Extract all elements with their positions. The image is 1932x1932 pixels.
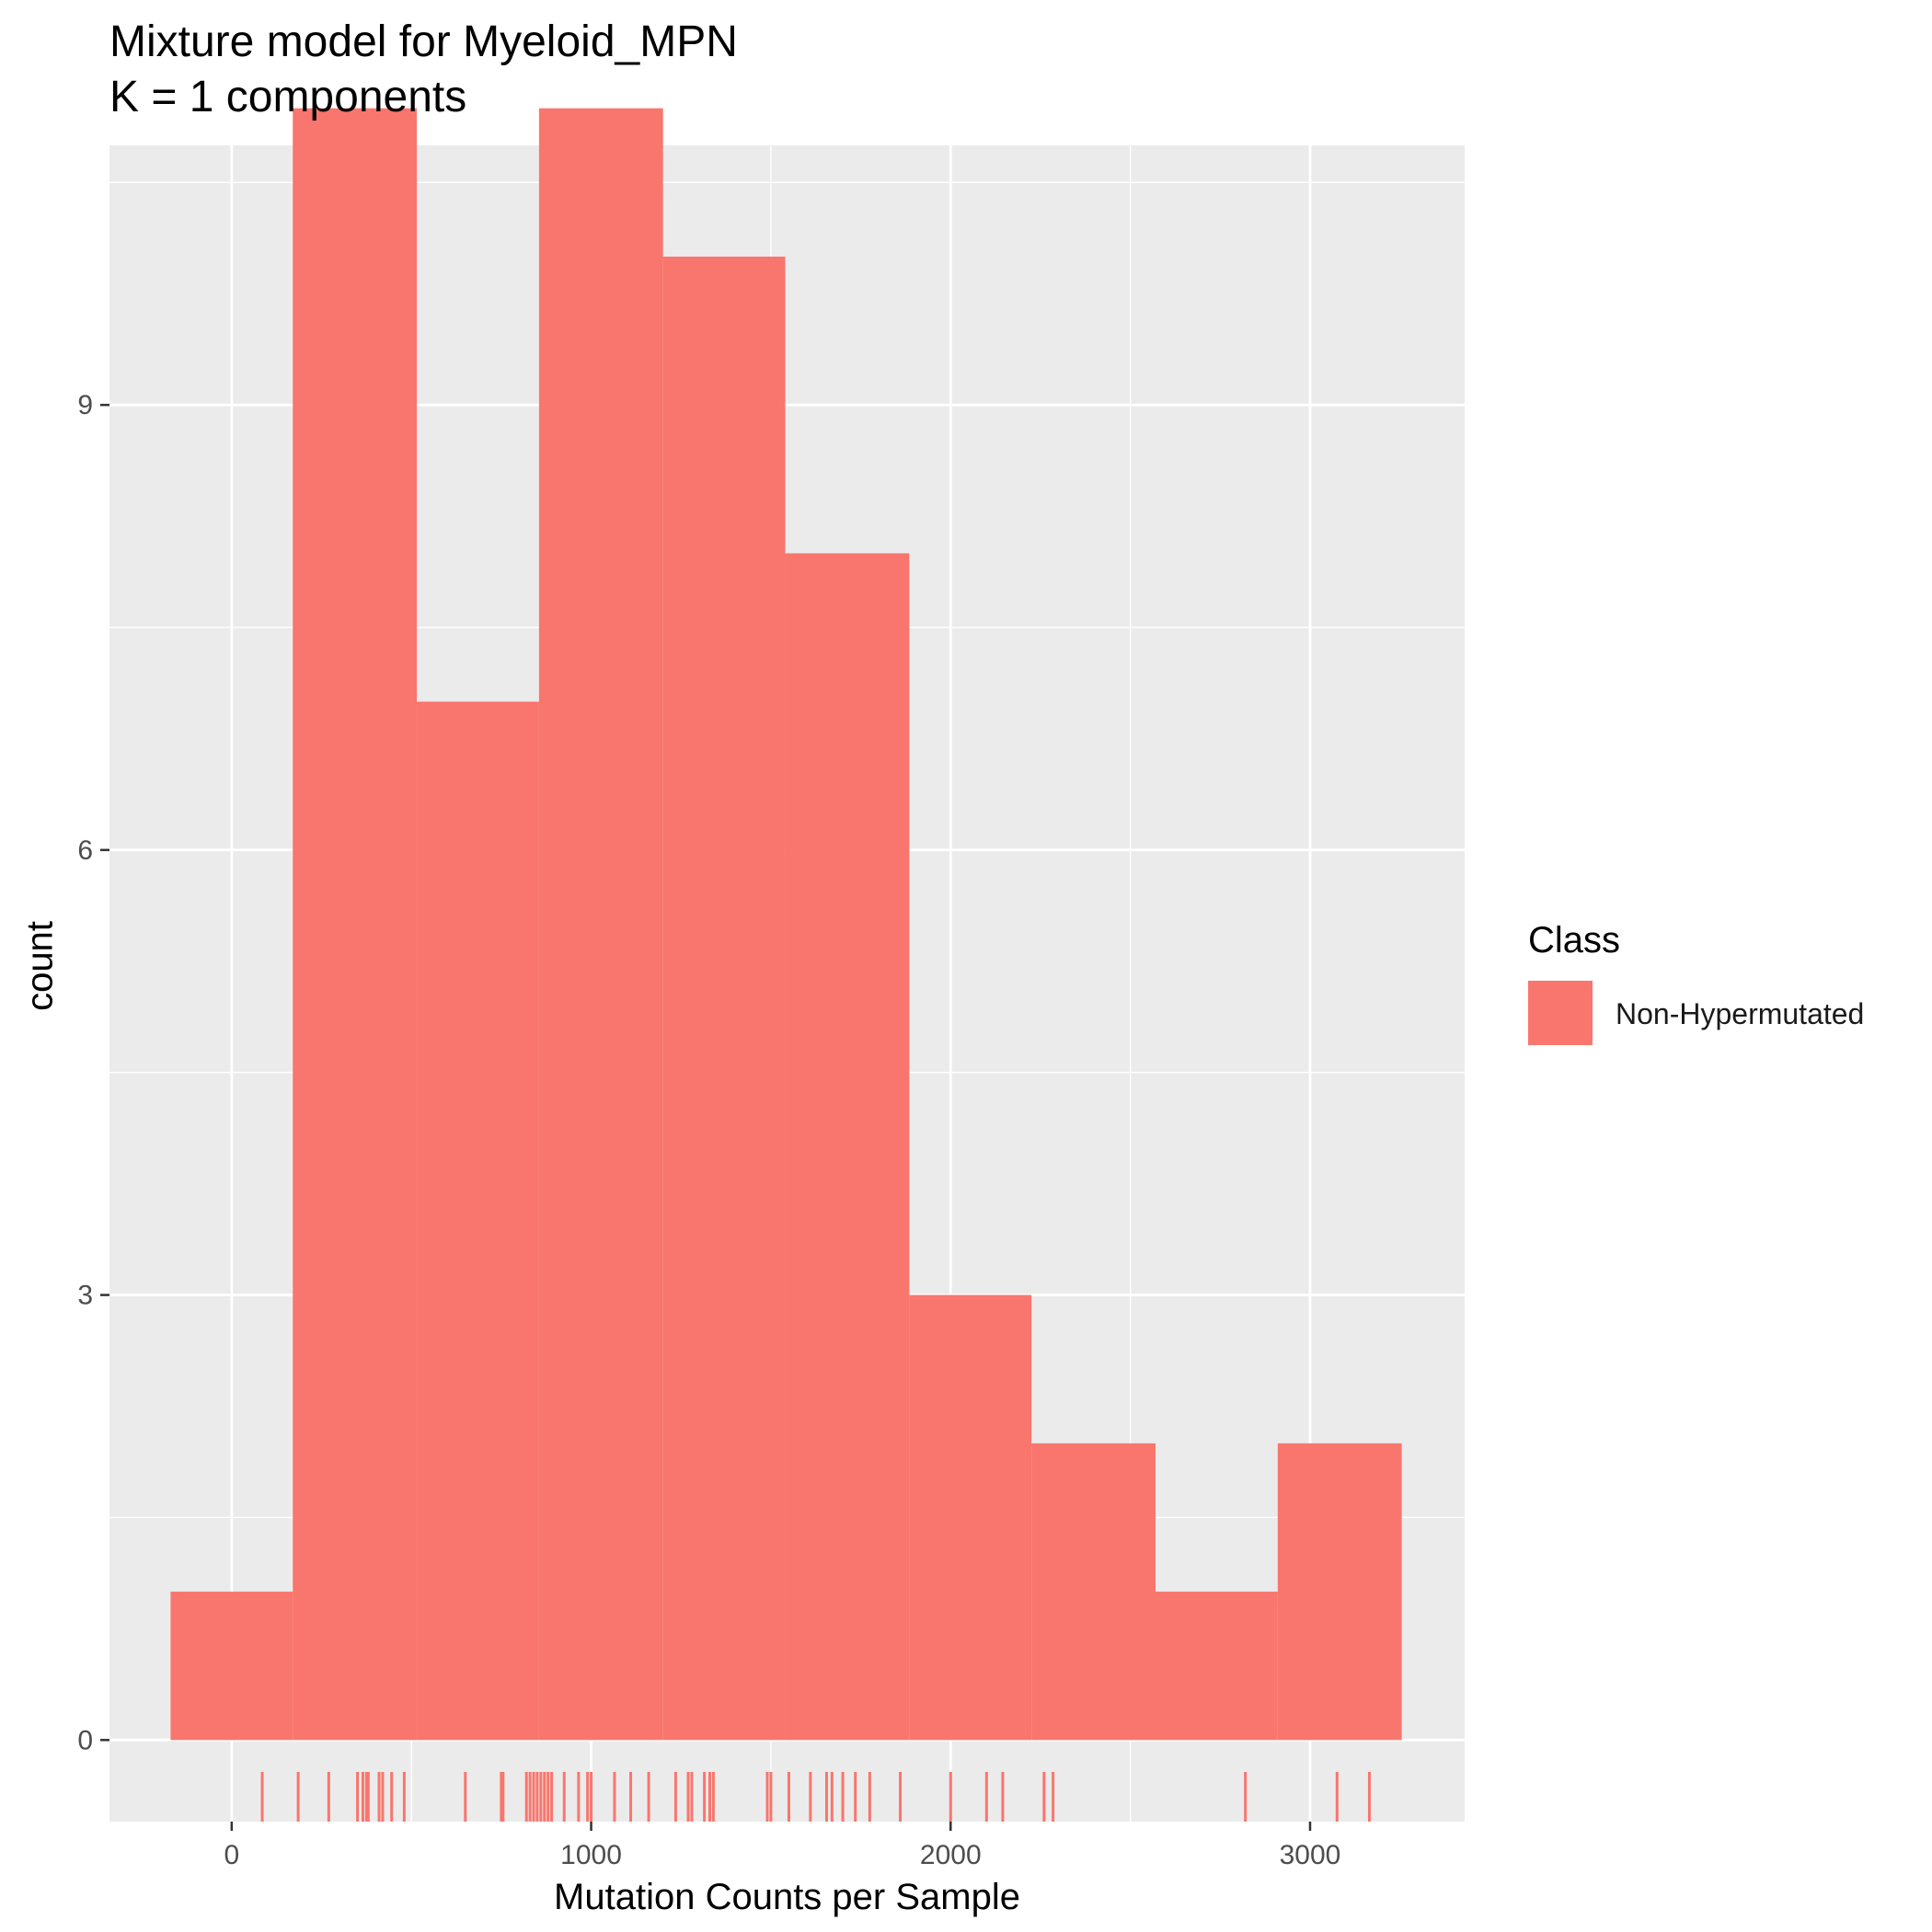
y-axis: 0 3 6 9 — [77, 390, 109, 1755]
histogram-bar — [662, 256, 786, 1741]
y-tick-label: 3 — [77, 1281, 93, 1311]
histogram-bars — [170, 108, 1402, 1741]
x-tick-label: 2000 — [920, 1840, 982, 1870]
y-axis-title: count — [19, 921, 61, 1011]
histogram-bar — [1277, 1443, 1402, 1741]
chart-subtitle: K = 1 components — [109, 73, 467, 121]
legend-label-non-hypermutated: Non-Hypermutated — [1616, 997, 1865, 1030]
histogram-bar — [785, 553, 910, 1741]
histogram-bar — [417, 701, 539, 1741]
y-tick-label: 9 — [77, 390, 93, 420]
x-tick-label: 0 — [224, 1840, 239, 1870]
chart-title: Mixture model for Myeloid_MPN — [109, 17, 738, 66]
histogram-bar — [909, 1294, 1032, 1741]
histogram-bar — [538, 108, 663, 1741]
legend-key-non-hypermutated — [1528, 981, 1593, 1045]
histogram-bar — [293, 108, 418, 1741]
histogram-bar — [170, 1592, 293, 1741]
x-axis-title: Mutation Counts per Sample — [554, 1877, 1020, 1917]
x-tick-label: 1000 — [560, 1840, 622, 1870]
histogram-bar — [1155, 1592, 1278, 1741]
legend-title: Class — [1528, 920, 1621, 960]
x-tick-label: 3000 — [1280, 1840, 1341, 1870]
histogram-bar — [1031, 1443, 1156, 1741]
x-axis: 0 1000 2000 3000 — [224, 1822, 1340, 1870]
rug-marks — [260, 1772, 1371, 1822]
y-tick-label: 6 — [77, 835, 93, 866]
y-tick-label: 0 — [77, 1725, 93, 1755]
